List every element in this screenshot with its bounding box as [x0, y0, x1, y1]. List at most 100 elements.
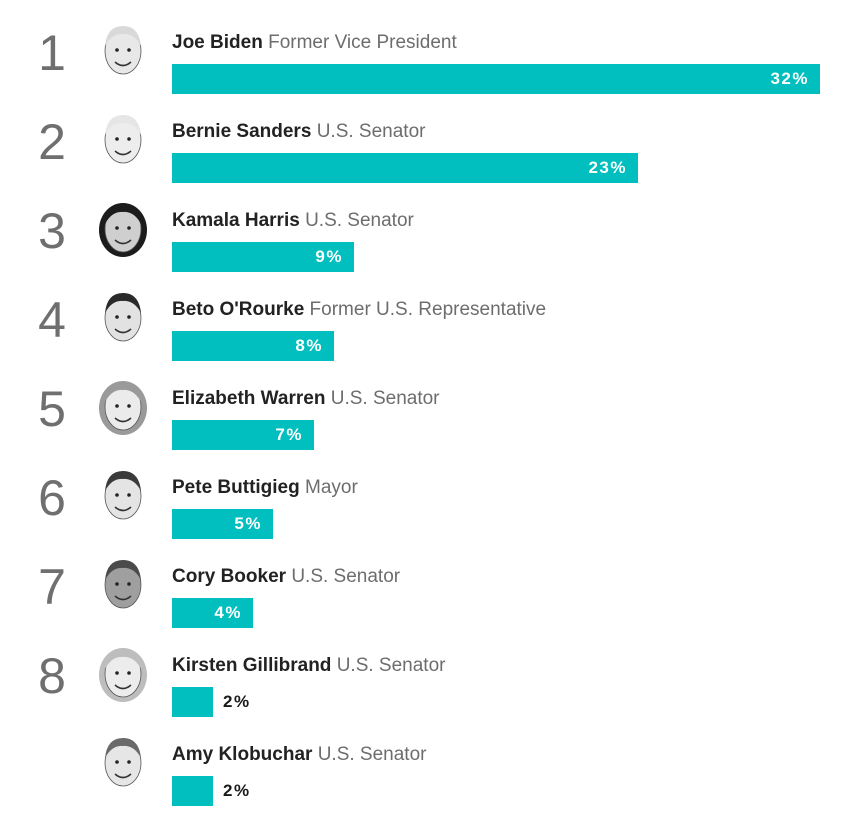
- value-label: 4%: [214, 603, 242, 622]
- avatar-eye: [127, 582, 131, 586]
- candidate-title: Former U.S. Representative: [309, 299, 547, 320]
- candidate-name: Cory Booker: [172, 566, 287, 587]
- value-label: 5%: [234, 514, 262, 533]
- avatar-eye: [127, 48, 131, 52]
- candidate-name: Beto O'Rourke: [172, 299, 305, 320]
- candidate-title: U.S. Senator: [336, 655, 446, 676]
- avatar-mouth: [114, 595, 132, 601]
- candidate-row: 6 Pete Buttigieg Mayor 5%: [0, 465, 853, 554]
- rank-number: 2: [38, 114, 66, 170]
- avatar-hair-top: [105, 738, 141, 758]
- avatar-hair-top: [105, 382, 141, 402]
- value-label: 2%: [223, 781, 251, 800]
- avatar-mouth: [114, 773, 132, 779]
- avatar-mouth: [114, 506, 132, 512]
- avatar-hair-top: [105, 293, 141, 313]
- rank-number: 8: [38, 648, 66, 704]
- avatar-eye: [127, 671, 131, 675]
- beto-orourke-avatar-icon: [104, 293, 142, 342]
- candidate-title: U.S. Senator: [330, 388, 440, 409]
- avatar-eye: [115, 582, 119, 586]
- rank-number: 4: [38, 292, 66, 348]
- kamala-harris-avatar-icon: [99, 203, 147, 257]
- value-bar: [172, 242, 354, 272]
- candidate-name: Elizabeth Warren: [172, 388, 326, 409]
- avatar-eye: [115, 315, 119, 319]
- rank-number: 6: [38, 470, 66, 526]
- candidate-label: Beto O'Rourke Former U.S. Representative: [172, 300, 546, 319]
- avatar-hair-top: [105, 26, 141, 46]
- candidate-name: Pete Buttigieg: [172, 477, 300, 498]
- avatar-hair-top: [105, 204, 141, 224]
- candidate-row: 7 Cory Booker U.S. Senator 4%: [0, 554, 853, 643]
- value-label: 8%: [295, 336, 323, 355]
- avatar-eye: [127, 137, 131, 141]
- elizabeth-warren-avatar-icon: [99, 381, 147, 435]
- candidate-label: Amy Klobuchar U.S. Senator: [172, 745, 426, 764]
- avatar-mouth: [114, 684, 132, 690]
- candidate-row: 2 Bernie Sanders U.S. Senator 23%: [0, 109, 853, 198]
- candidate-row: 4 Beto O'Rourke Former U.S. Representativ…: [0, 287, 853, 376]
- joe-biden-avatar-icon: [104, 26, 142, 75]
- rank-number: 1: [38, 25, 66, 81]
- candidate-label: Kamala Harris U.S. Senator: [172, 211, 414, 230]
- avatar-mouth: [114, 61, 132, 67]
- value-bar: [172, 509, 273, 539]
- candidate-title: U.S. Senator: [291, 566, 401, 587]
- rank-number: 3: [38, 203, 66, 259]
- candidate-title: U.S. Senator: [316, 121, 426, 142]
- avatar-hair-top: [105, 649, 141, 669]
- rank-number: 5: [38, 381, 66, 437]
- avatar-eye: [115, 760, 119, 764]
- avatar-eye: [127, 404, 131, 408]
- candidate-row: 5 Elizabeth Warren U.S. Senator 7%: [0, 376, 853, 465]
- value-bar: [172, 420, 314, 450]
- value-label: 7%: [275, 425, 303, 444]
- avatar-eye: [127, 493, 131, 497]
- candidate-label: Cory Booker U.S. Senator: [172, 567, 400, 586]
- avatar-eye: [115, 226, 119, 230]
- avatar-eye: [115, 671, 119, 675]
- avatar-eye: [127, 315, 131, 319]
- value-bar: [172, 598, 253, 628]
- candidate-label: Elizabeth Warren U.S. Senator: [172, 389, 440, 408]
- pete-buttigieg-avatar-icon: [104, 471, 142, 520]
- candidate-title: Former Vice President: [268, 32, 457, 53]
- value-label: 23%: [588, 158, 627, 177]
- avatar-mouth: [114, 328, 132, 334]
- candidate-title: U.S. Senator: [305, 210, 414, 231]
- value-bar: [172, 153, 638, 183]
- cory-booker-avatar-icon: [104, 560, 142, 609]
- value-bar: [172, 687, 213, 717]
- candidate-title: Mayor: [305, 477, 358, 498]
- avatar-mouth: [114, 417, 132, 423]
- value-label: 2%: [223, 692, 251, 711]
- avatar-mouth: [114, 150, 132, 156]
- candidate-name: Bernie Sanders: [172, 121, 312, 142]
- value-label: 32%: [770, 69, 809, 88]
- candidate-row: 8 Kirsten Gillibrand U.S. Senator 2%: [0, 643, 853, 732]
- candidate-title: U.S. Senator: [317, 744, 427, 765]
- candidate-label: Kirsten Gillibrand U.S. Senator: [172, 656, 445, 675]
- bernie-sanders-avatar-icon: [104, 115, 142, 164]
- candidate-row: 3 Kamala Harris U.S. Senator 9%: [0, 198, 853, 287]
- avatar-eye: [115, 48, 119, 52]
- value-bar: [172, 776, 213, 806]
- avatar-eye: [127, 760, 131, 764]
- kirsten-gillibrand-avatar-icon: [99, 648, 147, 702]
- amy-klobuchar-avatar-icon: [104, 738, 142, 787]
- value-label: 9%: [315, 247, 343, 266]
- candidate-name: Amy Klobuchar: [172, 744, 313, 765]
- candidate-label: Joe Biden Former Vice President: [172, 33, 457, 52]
- candidate-label: Bernie Sanders U.S. Senator: [172, 122, 425, 141]
- avatar-eye: [127, 226, 131, 230]
- avatar-eye: [115, 493, 119, 497]
- candidate-name: Kamala Harris: [172, 210, 300, 231]
- avatar-eye: [115, 404, 119, 408]
- avatar-hair-top: [105, 471, 141, 491]
- value-bar: [172, 64, 820, 94]
- candidate-label: Pete Buttigieg Mayor: [172, 478, 358, 497]
- avatar-mouth: [114, 239, 132, 245]
- value-bar: [172, 331, 334, 361]
